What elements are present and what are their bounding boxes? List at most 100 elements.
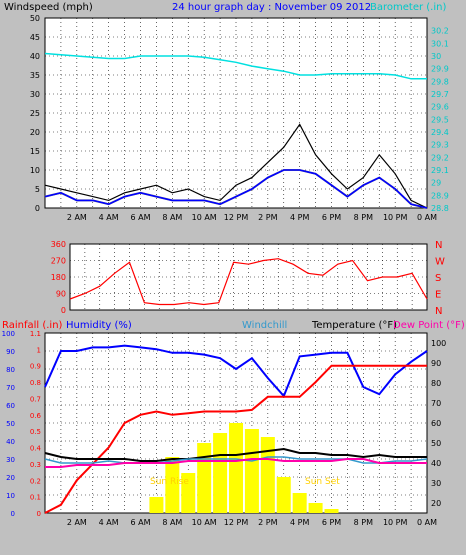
temp-x-tick-label: 4 AM [99, 518, 119, 527]
wind-y-tick-label: 5 [35, 185, 40, 194]
rainfall-y-tick-label: 0.1 [30, 494, 41, 502]
temp-x-tick-label: 0 AM [417, 518, 437, 527]
solar-bar [324, 509, 339, 513]
temperature-y-tick-label: 20 [431, 499, 441, 508]
barometer-y-tick-label: 29 [431, 179, 441, 188]
temperature-y-tick-label: 50 [431, 439, 441, 448]
direction-y-tick-label: 0 [61, 306, 66, 315]
temp-x-tick-label: 6 AM [130, 518, 150, 527]
temperature-series [44, 447, 427, 462]
barometer-series [44, 52, 427, 80]
direction-y-tick-label: 360 [51, 240, 66, 249]
solar-bar [276, 477, 291, 513]
rainfall-series [44, 364, 427, 514]
solar-bar [149, 497, 164, 513]
direction-compass-label: E [435, 290, 441, 301]
wind-y-tick-label: 15 [30, 147, 40, 156]
humidity-y-tick-label: 20 [6, 474, 15, 482]
temp-x-tick-label: 10 AM [192, 518, 217, 527]
rainfall-y-tick-label: 0.2 [30, 477, 41, 485]
direction-compass-label: N [435, 306, 442, 317]
windspeed-series [44, 123, 428, 209]
wind-y-tick-label: 45 [30, 33, 40, 42]
barometer-y-tick-label: 29.9 [431, 65, 449, 74]
wind-x-tick-label: 8 AM [162, 213, 182, 222]
temp-x-tick-label: 2 AM [67, 518, 87, 527]
humidity-y-tick-label: 60 [6, 402, 15, 410]
rainfall-y-tick-label: 0.3 [30, 461, 41, 469]
barometer-y-tick-label: 29.2 [431, 153, 449, 162]
temperature-y-tick-label: 70 [431, 399, 441, 408]
humidity-y-tick-label: 10 [6, 492, 15, 500]
rainfall-y-tick-label: 0.7 [30, 395, 41, 403]
temperature-y-tick-label: 90 [431, 359, 441, 368]
humidity-y-tick-label: 80 [6, 366, 15, 374]
wind-y-tick-label: 30 [30, 90, 40, 99]
wind-y-tick-label: 25 [30, 109, 40, 118]
barometer-y-tick-label: 29.1 [431, 166, 449, 175]
temperature-y-tick-label: 100 [431, 339, 446, 348]
wind-x-tick-label: 6 AM [130, 213, 150, 222]
wind-y-tick-label: 35 [30, 71, 40, 80]
windchill-series [44, 456, 428, 464]
wind-y-tick-label: 20 [30, 128, 40, 137]
temperature-y-tick-label: 60 [431, 419, 441, 428]
wind-x-tick-label: 6 PM [322, 213, 341, 222]
humidity-y-tick-label: 90 [6, 348, 15, 356]
direction-compass-label: W [435, 257, 445, 268]
direction-compass-label: S [435, 273, 441, 284]
rainfall-y-tick-label: 0.4 [30, 445, 42, 453]
solar-bar [165, 457, 180, 513]
solar-bar [308, 503, 323, 513]
wind-x-tick-label: 8 PM [354, 213, 373, 222]
temp-x-tick-label: 4 PM [290, 518, 309, 527]
temp-x-tick-label: 6 PM [322, 518, 341, 527]
humidity-y-tick-label: 70 [6, 384, 15, 392]
direction-y-tick-label: 270 [51, 257, 66, 266]
barometer-y-tick-label: 28.8 [431, 204, 449, 213]
humidity-y-tick-label: 0 [11, 510, 15, 518]
temperature-axis-title: Temperature (°F) [311, 320, 397, 331]
barometer-y-tick-label: 30 [431, 52, 441, 61]
barometer-y-tick-label: 29.4 [431, 128, 449, 137]
barometer-y-tick-label: 30.2 [431, 27, 449, 36]
temperature-y-tick-label: 40 [431, 459, 441, 468]
wind-x-tick-label: 10 PM [383, 213, 408, 222]
dewpoint-series [45, 458, 427, 468]
barometer-y-tick-label: 29.8 [431, 77, 449, 86]
rainfall-y-tick-label: 0.5 [30, 428, 41, 436]
wind-x-tick-label: 0 AM [417, 213, 437, 222]
wind-y-tick-label: 50 [30, 14, 40, 23]
dewpoint-axis-title: Dew Point (°F) [393, 320, 465, 331]
wind-x-tick-label: 4 PM [290, 213, 309, 222]
wind-y-tick-label: 10 [30, 166, 40, 175]
barometer-y-tick-label: 28.9 [431, 191, 449, 200]
temperature-y-tick-label: 80 [431, 379, 441, 388]
rainfall-y-tick-label: 1.1 [30, 330, 41, 338]
rainfall-y-tick-label: 1 [37, 346, 41, 354]
humidity-series [44, 344, 428, 398]
chart-series [44, 52, 428, 514]
rainfall-y-tick-label: 0.9 [30, 363, 41, 371]
solar-bar [181, 473, 196, 513]
barometer-y-tick-label: 29.3 [431, 141, 449, 150]
solar-bar [244, 429, 259, 513]
solar-bar [197, 443, 212, 513]
direction-y-tick-label: 180 [51, 273, 66, 282]
solar-bar [260, 437, 275, 513]
wind-x-tick-label: 4 AM [99, 213, 119, 222]
direction-compass-label: N [435, 240, 442, 251]
temp-x-tick-label: 2 PM [258, 518, 277, 527]
temp-x-tick-label: 8 PM [354, 518, 373, 527]
solar-bar [213, 433, 228, 513]
windspeed-axis-title: Windspeed (mph) [4, 2, 93, 13]
wind-x-tick-label: 2 AM [67, 213, 87, 222]
wind-direction-series [69, 258, 428, 306]
axis-ticks: 0510152025303540455028.828.92929.129.229… [2, 14, 449, 527]
temp-x-tick-label: 10 PM [383, 518, 408, 527]
barometer-y-tick-label: 29.7 [431, 90, 449, 99]
temp-x-tick-label: 12 PM [224, 518, 249, 527]
humidity-axis-title: Humidity (%) [66, 320, 132, 331]
